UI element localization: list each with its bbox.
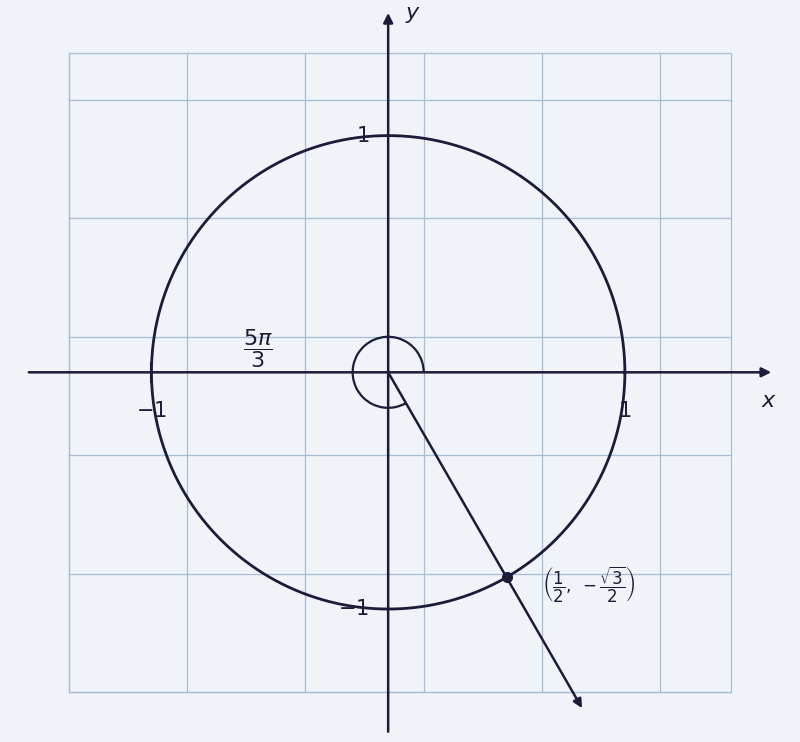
Text: $x$: $x$ — [762, 391, 778, 411]
Text: $-1$: $-1$ — [338, 599, 370, 619]
Text: $\dfrac{5\pi}{3}$: $\dfrac{5\pi}{3}$ — [243, 327, 273, 370]
Text: $1$: $1$ — [618, 401, 631, 421]
Text: $\left(\dfrac{1}{2},\ -\dfrac{\sqrt{3}}{2}\right)$: $\left(\dfrac{1}{2},\ -\dfrac{\sqrt{3}}{… — [542, 565, 636, 605]
Text: $1$: $1$ — [356, 125, 370, 145]
Text: $-1$: $-1$ — [136, 401, 167, 421]
Text: $y$: $y$ — [405, 5, 421, 25]
